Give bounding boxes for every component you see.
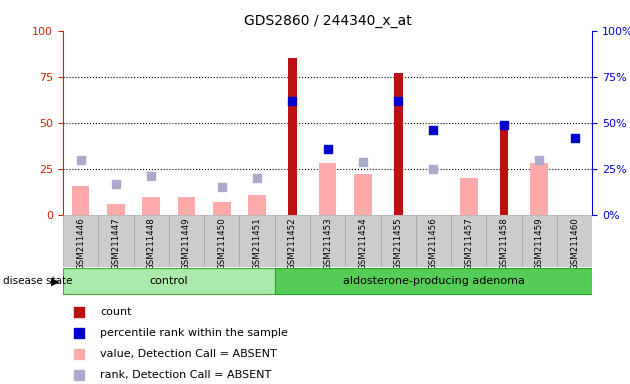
Bar [345,215,381,267]
Point [428,127,438,133]
Text: GSM211454: GSM211454 [358,217,367,270]
FancyBboxPatch shape [275,268,592,294]
Bar [319,164,336,215]
Bar [394,73,403,215]
Point [111,180,121,187]
Bar [557,215,592,267]
Bar [310,215,345,267]
Text: control: control [149,276,188,286]
Point [74,308,84,314]
Bar [275,215,310,267]
Bar [451,215,486,267]
Text: GSM211456: GSM211456 [429,217,438,270]
Text: GSM211448: GSM211448 [147,217,156,270]
Bar [381,215,416,267]
Text: aldosterone-producing adenoma: aldosterone-producing adenoma [343,276,524,286]
Text: GSM211459: GSM211459 [535,217,544,270]
Text: value, Detection Call = ABSENT: value, Detection Call = ABSENT [100,349,277,359]
Text: GSM211450: GSM211450 [217,217,226,270]
Point [570,134,580,141]
Text: GSM211455: GSM211455 [394,217,403,270]
Text: percentile rank within the sample: percentile rank within the sample [100,328,288,338]
Point [428,166,438,172]
Point [217,184,227,190]
Title: GDS2860 / 244340_x_at: GDS2860 / 244340_x_at [244,14,411,28]
Bar [416,215,451,267]
Bar [204,215,239,267]
Bar [169,215,204,267]
Point [393,98,403,104]
Text: GSM211447: GSM211447 [112,217,120,270]
Bar [522,215,557,267]
Point [146,173,156,179]
Point [74,351,84,357]
Bar [98,215,134,267]
FancyBboxPatch shape [63,268,275,294]
Text: GSM211457: GSM211457 [464,217,473,270]
Point [499,122,509,128]
Point [358,159,368,165]
Point [74,330,84,336]
Text: GSM211458: GSM211458 [500,217,508,270]
Point [534,157,544,163]
Point [76,157,86,163]
Bar [134,215,169,267]
Bar [500,125,508,215]
Text: GSM211451: GSM211451 [253,217,261,270]
Bar [460,178,478,215]
Bar [178,197,195,215]
Text: GSM211446: GSM211446 [76,217,85,270]
Bar [248,195,266,215]
Text: ▶: ▶ [50,276,59,286]
Bar [530,164,548,215]
Bar [239,215,275,267]
Bar [213,202,231,215]
Text: disease state: disease state [3,276,72,286]
Bar [288,58,297,215]
Point [287,98,297,104]
Bar [142,197,160,215]
Text: GSM211449: GSM211449 [182,217,191,270]
Bar [486,215,522,267]
Text: count: count [100,306,132,316]
Bar [63,215,98,267]
Bar [72,185,89,215]
Text: rank, Detection Call = ABSENT: rank, Detection Call = ABSENT [100,370,272,380]
Text: GSM211453: GSM211453 [323,217,332,270]
Point [252,175,262,181]
Bar [354,174,372,215]
Point [74,372,84,378]
Bar [107,204,125,215]
Point [323,146,333,152]
Text: GSM211460: GSM211460 [570,217,579,270]
Text: GSM211452: GSM211452 [288,217,297,270]
